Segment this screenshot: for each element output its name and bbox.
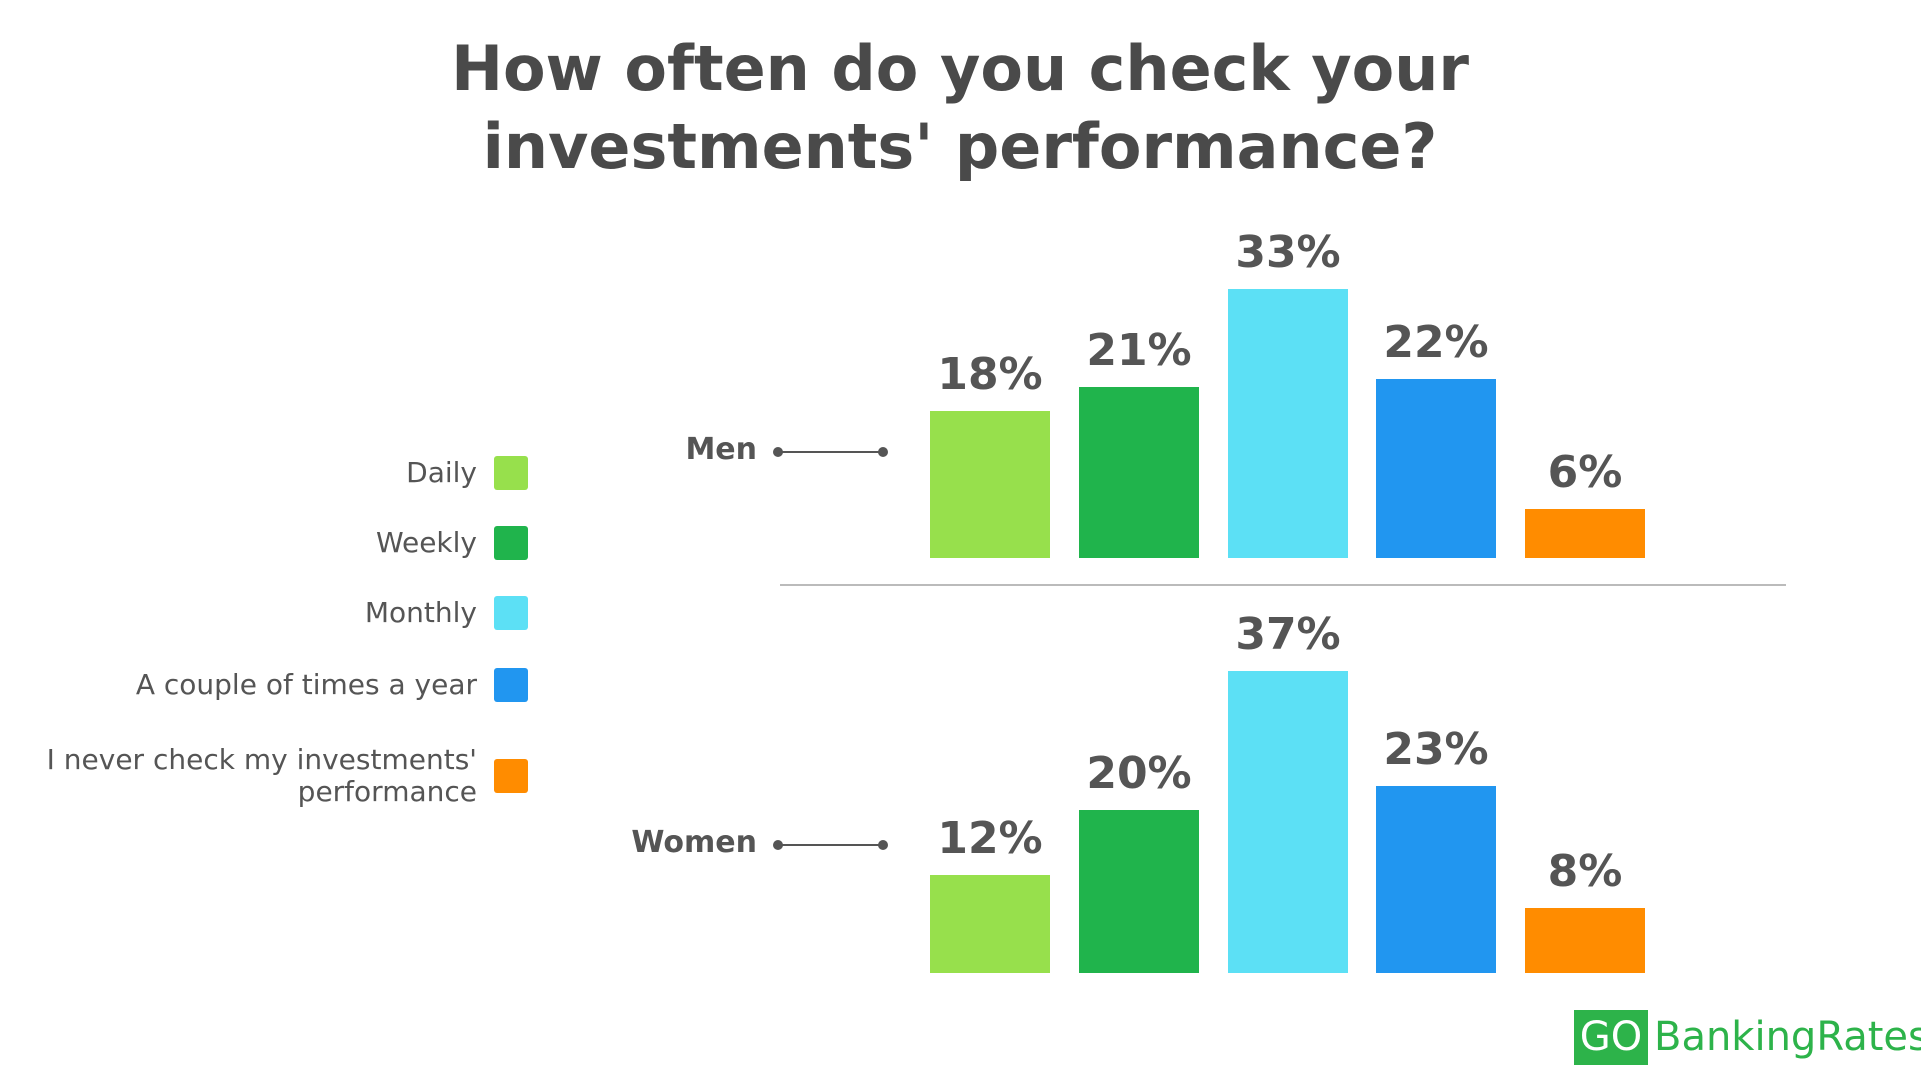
legend-label: Weekly <box>375 526 477 559</box>
arrow-dot <box>773 840 783 850</box>
value-label: 23% <box>1383 723 1489 775</box>
legend-swatch <box>494 526 528 560</box>
bar <box>1525 907 1645 973</box>
bar <box>930 411 1050 558</box>
bar <box>1525 509 1645 558</box>
legend-swatch <box>494 456 528 490</box>
legend-label: Monthly <box>364 596 477 629</box>
chart-title: How often do you check your investments'… <box>451 32 1469 183</box>
arrow-dot <box>878 840 888 850</box>
group-label: Women <box>631 825 757 860</box>
legend-swatch <box>494 668 528 702</box>
separator <box>780 584 1786 586</box>
value-label: 37% <box>1235 609 1341 661</box>
arrow-line <box>778 451 883 453</box>
legend-label: A couple of times a year <box>135 668 477 701</box>
arrow-dot <box>878 447 888 457</box>
arrow-dot <box>773 447 783 457</box>
arrow-line <box>778 844 883 846</box>
logo-text: BankingRates <box>1654 1014 1921 1060</box>
legend-swatch <box>494 759 528 793</box>
group-label: Men <box>685 432 757 467</box>
value-label: 6% <box>1547 447 1623 499</box>
bar <box>1228 289 1348 558</box>
value-label: 18% <box>937 349 1043 401</box>
bar <box>1228 671 1348 973</box>
logo-mark: GO <box>1574 1010 1648 1065</box>
value-label: 21% <box>1086 324 1192 376</box>
legend-label: Daily <box>406 456 477 489</box>
value-label: 20% <box>1086 748 1192 799</box>
legend-label: I never check my investments' performanc… <box>46 743 477 808</box>
legend-swatch <box>494 596 528 630</box>
bar <box>1079 810 1199 973</box>
value-label: 33% <box>1235 227 1341 279</box>
bar <box>1376 378 1496 558</box>
bar <box>930 875 1050 973</box>
bar <box>1079 386 1199 558</box>
value-label: 12% <box>937 813 1043 865</box>
bar <box>1376 785 1496 973</box>
value-label: 8% <box>1547 845 1623 897</box>
value-label: 22% <box>1383 316 1489 368</box>
